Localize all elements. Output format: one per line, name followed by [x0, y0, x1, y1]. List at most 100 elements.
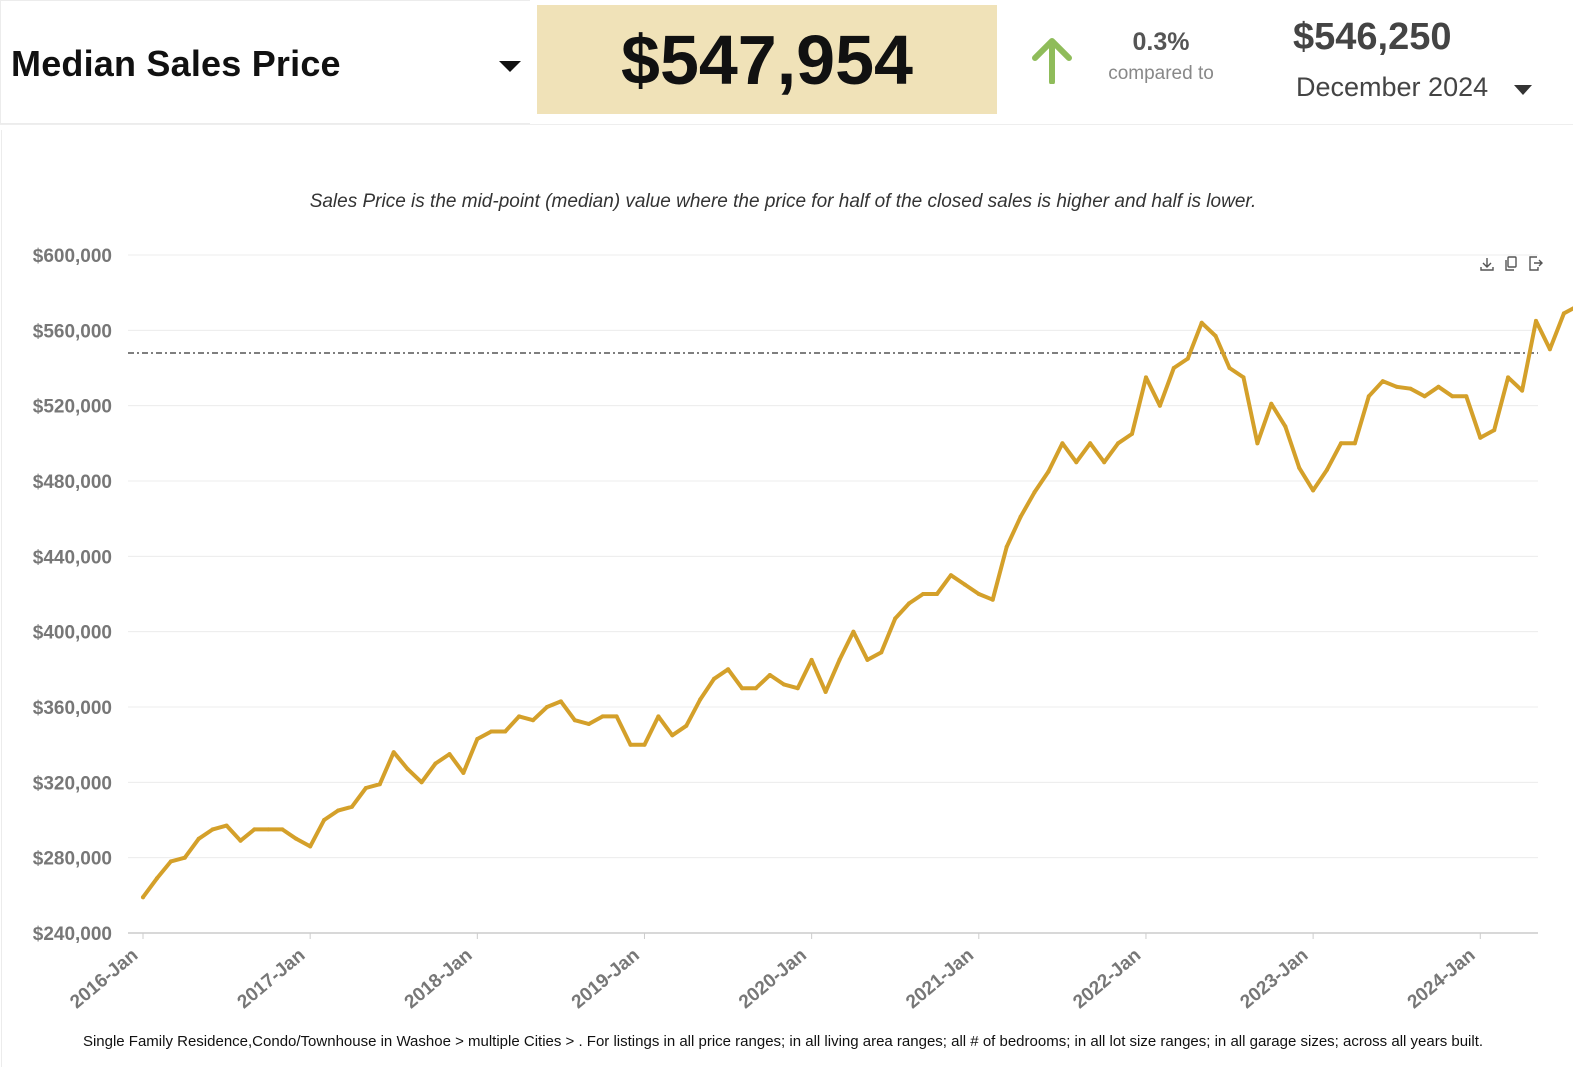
data-point[interactable]	[447, 752, 452, 757]
data-point[interactable]	[252, 827, 257, 832]
data-point[interactable]	[238, 838, 243, 843]
data-point[interactable]	[614, 714, 619, 719]
data-point[interactable]	[280, 827, 285, 832]
data-point[interactable]	[656, 714, 661, 719]
copy-icon[interactable]	[1505, 256, 1517, 271]
data-point[interactable]	[781, 682, 786, 687]
data-point[interactable]	[1534, 318, 1538, 323]
data-point[interactable]	[377, 782, 382, 787]
data-point[interactable]	[294, 836, 299, 841]
data-point[interactable]	[837, 657, 842, 662]
data-point[interactable]	[210, 827, 215, 832]
data-point[interactable]	[1074, 460, 1079, 465]
data-point[interactable]	[628, 742, 633, 747]
data-point[interactable]	[224, 823, 229, 828]
data-point[interactable]	[1046, 469, 1051, 474]
data-point[interactable]	[1408, 386, 1413, 391]
data-point[interactable]	[1116, 441, 1121, 446]
data-point[interactable]	[1157, 403, 1162, 408]
data-point[interactable]	[600, 714, 605, 719]
data-point[interactable]	[1102, 460, 1107, 465]
data-point[interactable]	[1018, 514, 1023, 519]
data-point[interactable]	[809, 657, 814, 662]
data-point[interactable]	[1436, 384, 1441, 389]
data-point[interactable]	[962, 582, 967, 587]
data-point[interactable]	[1185, 356, 1190, 361]
data-point[interactable]	[572, 718, 577, 723]
metric-dropdown[interactable]: Median Sales Price	[0, 0, 530, 124]
data-point[interactable]	[1520, 388, 1525, 393]
data-point[interactable]	[586, 722, 591, 726]
data-point[interactable]	[1171, 366, 1176, 370]
data-point[interactable]	[391, 750, 396, 755]
data-point[interactable]	[1366, 394, 1371, 399]
data-point[interactable]	[1297, 465, 1302, 470]
data-point[interactable]	[684, 723, 689, 728]
data-point[interactable]	[935, 592, 939, 596]
data-point[interactable]	[336, 808, 340, 813]
data-point[interactable]	[712, 676, 717, 681]
data-point[interactable]	[865, 657, 870, 662]
data-point[interactable]	[503, 729, 508, 734]
data-point[interactable]	[670, 733, 675, 738]
data-point[interactable]	[1241, 375, 1246, 380]
data-point[interactable]	[642, 742, 647, 747]
data-point[interactable]	[948, 573, 953, 578]
data-point[interactable]	[1478, 435, 1483, 440]
data-point[interactable]	[182, 855, 187, 860]
data-point[interactable]	[1144, 375, 1148, 380]
data-point[interactable]	[753, 686, 758, 691]
export-icon[interactable]	[1529, 256, 1543, 271]
data-point[interactable]	[475, 737, 480, 741]
data-point[interactable]	[1352, 441, 1357, 446]
data-point[interactable]	[363, 786, 368, 790]
data-point[interactable]	[141, 895, 145, 900]
data-point[interactable]	[1227, 366, 1232, 370]
data-point[interactable]	[349, 804, 354, 809]
data-point[interactable]	[1004, 544, 1009, 549]
data-point[interactable]	[196, 836, 201, 841]
data-point[interactable]	[1339, 441, 1343, 446]
data-point[interactable]	[1311, 488, 1316, 493]
data-point[interactable]	[461, 770, 466, 775]
data-point[interactable]	[823, 689, 828, 694]
data-point[interactable]	[893, 616, 898, 621]
data-point[interactable]	[1325, 467, 1329, 472]
download-icon[interactable]	[1480, 258, 1494, 271]
data-point[interactable]	[726, 667, 731, 672]
data-point[interactable]	[266, 827, 271, 832]
data-point[interactable]	[545, 705, 549, 709]
data-point[interactable]	[1032, 490, 1037, 495]
data-point[interactable]	[1492, 428, 1497, 433]
data-point[interactable]	[740, 686, 744, 691]
data-point[interactable]	[154, 876, 159, 881]
data-point[interactable]	[1450, 394, 1455, 399]
data-point[interactable]	[168, 859, 173, 864]
data-point[interactable]	[517, 714, 522, 719]
data-point[interactable]	[1283, 424, 1288, 429]
data-point[interactable]	[1547, 347, 1552, 352]
data-point[interactable]	[1561, 311, 1566, 316]
data-point[interactable]	[1130, 431, 1134, 436]
data-point[interactable]	[1088, 441, 1093, 446]
data-point[interactable]	[308, 844, 313, 849]
data-point[interactable]	[795, 686, 800, 691]
data-point[interactable]	[767, 673, 772, 677]
data-point[interactable]	[990, 597, 995, 602]
data-point[interactable]	[1380, 379, 1385, 384]
data-point[interactable]	[1199, 320, 1204, 325]
data-point[interactable]	[419, 780, 424, 785]
data-point[interactable]	[531, 718, 535, 723]
period-dropdown[interactable]: December 2024	[1290, 66, 1540, 110]
data-point[interactable]	[405, 767, 410, 772]
data-point[interactable]	[907, 601, 912, 606]
data-point[interactable]	[698, 697, 703, 702]
data-point[interactable]	[1506, 375, 1511, 380]
data-point[interactable]	[1422, 394, 1427, 399]
data-point[interactable]	[976, 592, 981, 596]
data-point[interactable]	[1269, 401, 1274, 406]
data-point[interactable]	[489, 729, 494, 734]
data-point[interactable]	[558, 699, 563, 704]
data-point[interactable]	[1060, 441, 1065, 446]
data-point[interactable]	[879, 650, 884, 655]
